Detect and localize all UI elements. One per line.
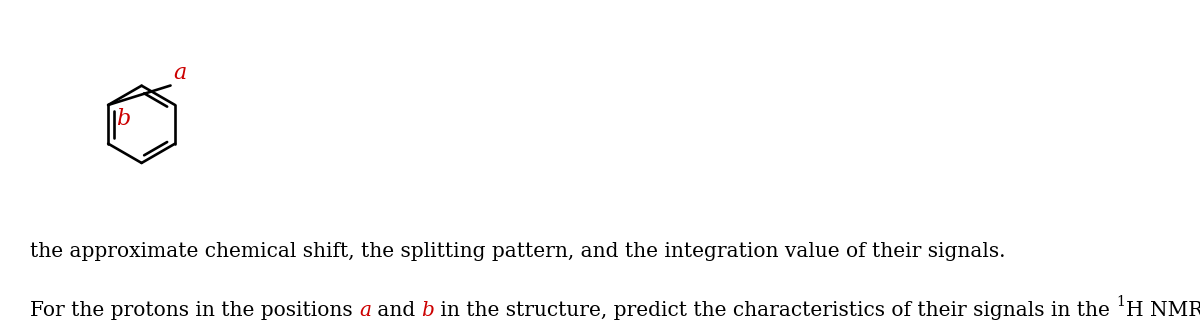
Text: a: a — [359, 301, 371, 320]
Text: H NMR spectrum:: H NMR spectrum: — [1126, 301, 1200, 320]
Text: in the structure, predict the characteristics of their signals in the: in the structure, predict the characteri… — [434, 301, 1117, 320]
Text: b: b — [421, 301, 434, 320]
Text: b: b — [116, 108, 131, 129]
Text: For the protons in the positions: For the protons in the positions — [30, 301, 359, 320]
Text: a: a — [174, 61, 187, 84]
Text: the approximate chemical shift, the splitting pattern, and the integration value: the approximate chemical shift, the spli… — [30, 242, 1006, 261]
Text: and: and — [371, 301, 421, 320]
Text: 1: 1 — [1117, 295, 1126, 309]
